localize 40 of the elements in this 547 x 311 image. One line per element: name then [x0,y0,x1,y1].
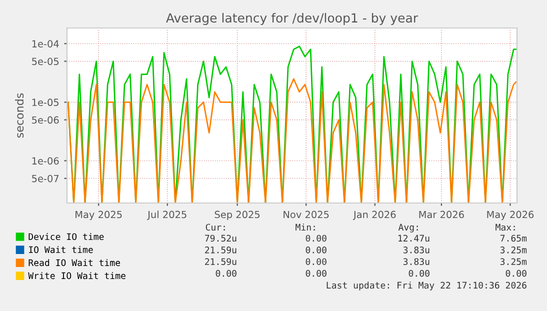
x-tick-label: May 2025 [76,210,122,220]
x-tick-label: May 2026 [487,210,534,220]
text: 3.83u [403,246,430,254]
text: 3.25m [500,246,527,254]
legend-label: Read IO Wait time [28,259,120,266]
text: 7.65m [500,234,527,242]
legend-label: IO Wait time [29,246,93,254]
text: Max: [496,224,515,231]
text: 12.47u [398,234,430,242]
x-tick-label: Jul 2025 [147,210,186,220]
text: 79.52u [205,234,236,242]
y-tick-label: 1e-06 [32,157,59,165]
y-tick-label: 1e-05 [32,98,59,106]
y-tick-label: 1e-04 [32,40,59,48]
text: 3.83u [403,258,430,266]
text: Cur: [206,224,225,231]
legend-label: Device IO time [28,233,104,240]
text: Avg: [398,224,418,232]
chart-title: Average latency for /dev/loop1 - by year [166,12,418,26]
text: 0.00 [306,246,326,254]
text: 0.00 [506,270,526,277]
text: 0.00 [306,234,326,242]
y-tick-label: 5e-07 [32,174,59,182]
legend-label: Write IO Wait time [28,272,126,280]
x-tick-label: Mar 2026 [419,210,464,218]
y-axis-title: seconds [15,93,24,138]
y-tick-label: 5e-06 [32,116,59,124]
text: 0.00 [306,270,326,277]
text: Last update: Fri May 22 17:10:36 2026 [326,282,526,290]
text: 3.25m [500,258,527,266]
text: Min: [296,224,315,231]
text: 0.00 [216,270,236,277]
x-tick-label: Jan 2026 [352,210,396,220]
x-tick-label: Nov 2025 [284,210,329,218]
text: 0.00 [408,270,430,277]
y-tick-label: 5e-05 [32,58,59,66]
x-tick-label: Sep 2025 [214,210,260,220]
text: 21.59u [205,246,236,254]
text: 21.59u [205,258,236,266]
text: 0.00 [306,258,326,266]
